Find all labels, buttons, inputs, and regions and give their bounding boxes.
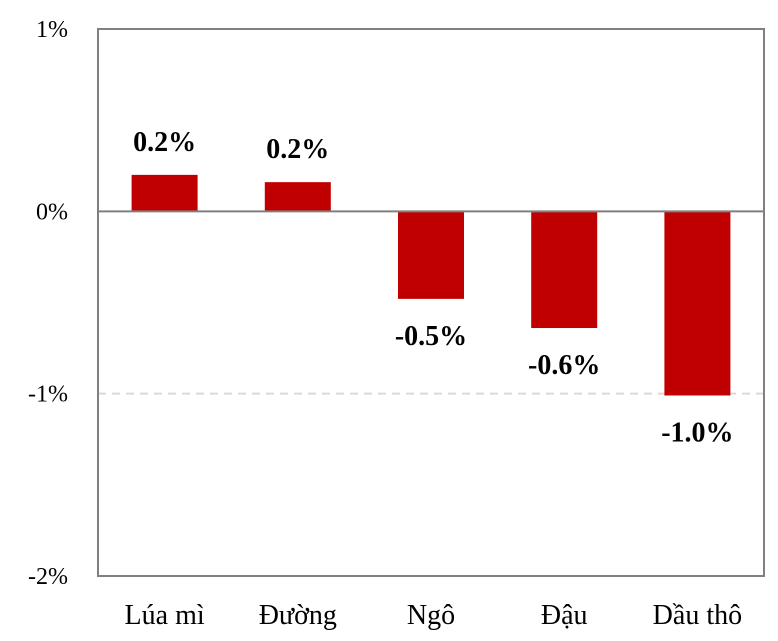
bar [531, 211, 598, 329]
y-tick-label: 0% [36, 199, 68, 225]
data-labels: 0.2% 0.2% -0.5% -0.6% -1.0% [133, 127, 733, 449]
bar [264, 182, 331, 212]
category-label: Dầu thô [653, 600, 742, 631]
bar [131, 174, 198, 212]
y-axis-tick-labels: 1% 0% -1% -2% [28, 17, 68, 590]
data-label: -0.6% [528, 350, 600, 381]
bars [131, 174, 731, 396]
category-label: Ngô [407, 600, 455, 631]
x-axis-category-labels: Lúa mì Đường Ngô Đậu Dầu thô [125, 600, 743, 631]
bar [664, 211, 731, 396]
y-tick-label: -1% [28, 382, 68, 408]
data-label: -0.5% [395, 321, 467, 352]
bar [398, 211, 464, 299]
category-label: Đường [259, 600, 337, 631]
data-label: -1.0% [661, 417, 733, 448]
plot-frame [97, 28, 765, 577]
data-label: 0.2% [133, 127, 196, 158]
y-tick-label: -2% [28, 564, 68, 590]
category-label: Đậu [541, 600, 588, 631]
category-label: Lúa mì [125, 600, 205, 631]
y-tick-label: 1% [36, 17, 68, 43]
data-label: 0.2% [266, 134, 329, 165]
